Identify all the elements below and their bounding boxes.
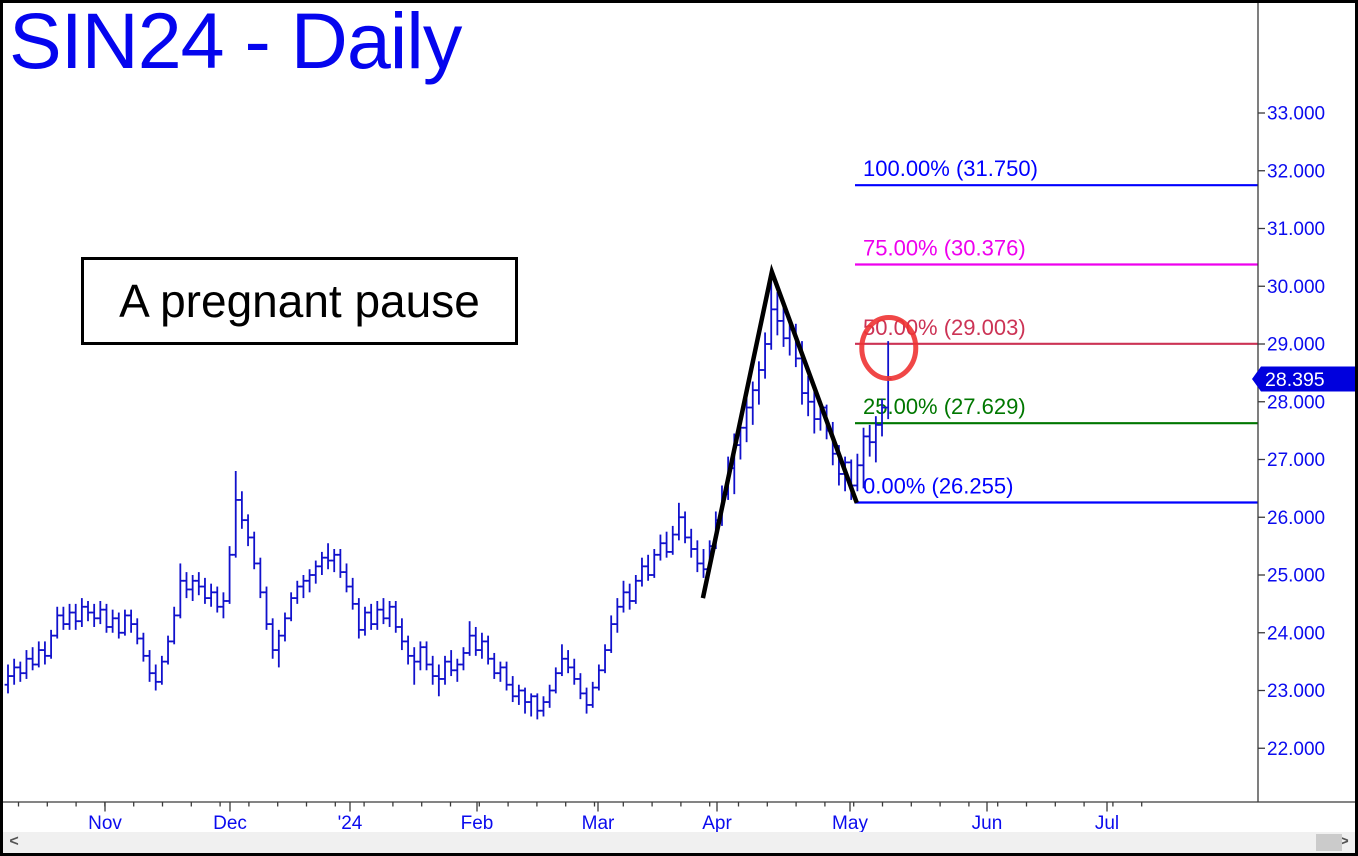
- fib-label-75.00%: 75.00% (30.376): [863, 236, 1026, 261]
- month-label: Apr: [702, 813, 732, 834]
- annotation-text-box[interactable]: A pregnant pause: [81, 257, 518, 345]
- chart-title: SIN24 - Daily: [9, 0, 462, 85]
- last-price-badge-value: 28.395: [1265, 369, 1325, 391]
- month-label: Feb: [461, 813, 494, 834]
- fib-label-100.00%: 100.00% (31.750): [863, 156, 1038, 181]
- axes: [3, 3, 1355, 812]
- trendline[interactable]: [700, 263, 859, 599]
- month-label: '24: [338, 813, 363, 834]
- fib-retracement-tool[interactable]: 100.00% (31.750)75.00% (30.376)50.00% (2…: [855, 156, 1258, 504]
- price-tick-label: 33.000: [1267, 104, 1325, 125]
- price-tick-label: 22.000: [1267, 739, 1325, 760]
- fib-label-0.00%: 0.00% (26.255): [863, 474, 1013, 499]
- price-tick-label: 24.000: [1267, 623, 1325, 644]
- month-label: Nov: [88, 813, 122, 834]
- price-tick-label: 25.000: [1267, 566, 1325, 587]
- highlight-circle[interactable]: [859, 315, 919, 382]
- last-price-badge: [1252, 366, 1355, 392]
- price-tick-label: 28.000: [1267, 392, 1325, 413]
- price-tick-label: 23.000: [1267, 681, 1325, 702]
- scrollbar-thumb[interactable]: [1316, 834, 1342, 851]
- price-tick-label: 32.000: [1267, 161, 1325, 182]
- price-chart-canvas[interactable]: 100.00% (31.750)75.00% (30.376)50.00% (2…: [3, 3, 1355, 853]
- annotation-label: A pregnant pause: [119, 275, 480, 327]
- month-label: Dec: [213, 813, 247, 834]
- scroll-left-icon[interactable]: <: [9, 833, 19, 850]
- month-label: Jun: [972, 813, 1003, 834]
- horizontal-scrollbar[interactable]: < >: [3, 832, 1355, 853]
- fib-label-25.00%: 25.00% (27.629): [863, 394, 1026, 419]
- price-tick-label: 26.000: [1267, 508, 1325, 529]
- month-label: May: [832, 813, 868, 834]
- month-label: Jul: [1095, 813, 1119, 834]
- ohlc-bars[interactable]: [4, 280, 892, 720]
- price-tick-label: 27.000: [1267, 450, 1325, 471]
- price-tick-label: 30.000: [1267, 277, 1325, 298]
- price-tick-label: 31.000: [1267, 219, 1325, 240]
- price-tick-label: 29.000: [1267, 335, 1325, 356]
- scroll-right-icon[interactable]: >: [1339, 833, 1349, 850]
- month-label: Mar: [582, 813, 615, 834]
